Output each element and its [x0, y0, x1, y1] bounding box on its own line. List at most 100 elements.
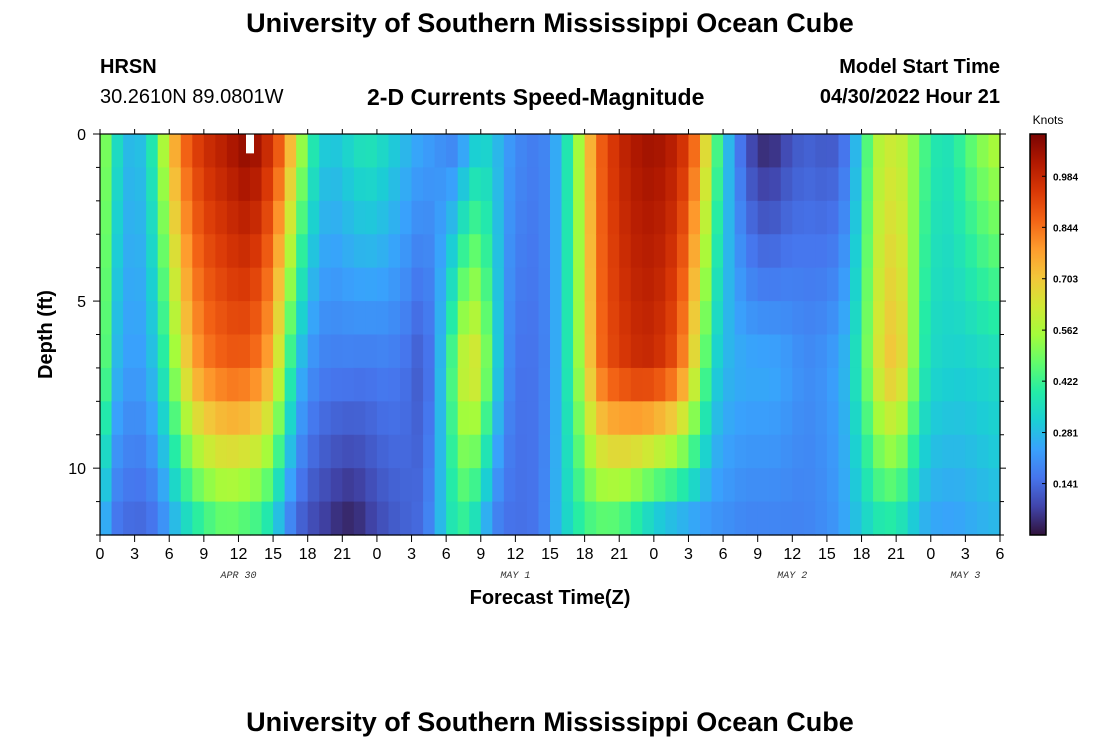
heatmap-cell — [296, 134, 309, 169]
heatmap-cell — [803, 434, 816, 469]
heatmap-cell — [446, 267, 459, 302]
heatmap-cell — [630, 200, 643, 235]
heatmap-cell — [411, 334, 424, 369]
heatmap-cell — [584, 434, 597, 469]
heatmap-cell — [630, 134, 643, 169]
heatmap-cell — [792, 434, 805, 469]
heatmap-cell — [319, 234, 332, 269]
heatmap-cell — [134, 301, 147, 336]
heatmap-cell — [873, 301, 886, 336]
heatmap-cell — [469, 468, 482, 503]
heatmap-cell — [826, 200, 840, 235]
heatmap-cell — [365, 334, 378, 369]
heatmap-cell — [688, 134, 701, 169]
heatmap-cell — [238, 200, 251, 235]
heatmap-cell — [134, 134, 147, 169]
heatmap-cell — [342, 301, 355, 336]
heatmap-cell — [134, 434, 147, 469]
heatmap-cell — [803, 167, 816, 202]
heatmap-cell — [919, 267, 932, 302]
heatmap-cell — [365, 301, 378, 336]
x-tick-label: 9 — [476, 546, 485, 563]
heatmap-cell — [307, 301, 320, 336]
heatmap-cell — [469, 234, 482, 269]
heatmap-cell — [619, 334, 632, 369]
heatmap-cell — [838, 401, 851, 436]
heatmap-cell — [873, 367, 886, 402]
heatmap-cell — [757, 167, 770, 202]
heatmap-cell — [330, 167, 343, 202]
heatmap-cell — [723, 267, 736, 302]
heatmap-cell — [757, 401, 770, 436]
colorbar-tick-label: 0.844 — [1053, 223, 1078, 234]
date-label: MAY 2 — [777, 571, 807, 582]
heatmap-cell — [238, 367, 251, 402]
heatmap-cell — [665, 334, 678, 369]
heatmap-cell — [688, 167, 701, 202]
heatmap-cell — [988, 267, 1001, 302]
heatmap-cell — [746, 200, 759, 235]
heatmap-cell — [423, 468, 436, 503]
date-label: MAY 1 — [500, 571, 530, 582]
heatmap-cell — [469, 167, 482, 202]
heatmap-cell — [411, 234, 424, 269]
heatmap-cell — [746, 167, 759, 202]
heatmap-cell — [676, 301, 690, 336]
heatmap-cell — [457, 267, 470, 302]
heatmap-cell — [584, 401, 597, 436]
heatmap-cell — [734, 234, 747, 269]
x-tick-label: 18 — [853, 546, 871, 563]
heatmap-cell — [100, 334, 113, 369]
heatmap-cell — [434, 200, 447, 235]
heatmap-cell — [942, 401, 955, 436]
heatmap-cell — [584, 267, 597, 302]
heatmap-cell — [780, 234, 793, 269]
heatmap-cell — [873, 468, 886, 503]
heatmap-cell — [907, 267, 920, 302]
heatmap-cell — [146, 167, 159, 202]
heatmap-cell — [861, 468, 874, 503]
heatmap-cell — [215, 167, 228, 202]
heatmap-cell — [353, 434, 366, 469]
x-tick-label: 12 — [506, 546, 524, 563]
heatmap-cell — [273, 167, 286, 202]
heatmap-cell — [596, 468, 609, 503]
heatmap-cell — [353, 401, 366, 436]
x-tick-label: 9 — [199, 546, 208, 563]
heatmap-cell — [850, 301, 863, 336]
heatmap-cell — [815, 301, 828, 336]
heatmap-cell — [261, 167, 274, 202]
heatmap-cell — [607, 367, 620, 402]
heatmap-cell — [226, 468, 240, 503]
heatmap-cell — [850, 434, 863, 469]
heatmap-cell — [838, 267, 851, 302]
heatmap-cell — [769, 167, 782, 202]
heatmap-cell — [100, 367, 113, 402]
heatmap-cell — [988, 401, 1001, 436]
heatmap-cell — [607, 167, 620, 202]
heatmap-cell — [573, 234, 586, 269]
heatmap-cell — [238, 468, 251, 503]
heatmap-cell — [469, 367, 482, 402]
colorbar-tick-label: 0.562 — [1053, 326, 1078, 337]
heatmap-cell — [734, 468, 747, 503]
heatmap-cell — [942, 234, 955, 269]
heatmap-cell — [411, 267, 424, 302]
heatmap-cell — [780, 134, 793, 169]
heatmap-cell — [757, 134, 770, 169]
heatmap-cell — [250, 401, 263, 436]
heatmap-cell — [642, 501, 655, 536]
heatmap-cell — [838, 468, 851, 503]
heatmap-cell — [388, 200, 401, 235]
heatmap-cell — [423, 200, 436, 235]
heatmap-cell — [619, 267, 632, 302]
heatmap-cell — [907, 301, 920, 336]
heatmap-cell — [515, 200, 528, 235]
heatmap-cell — [180, 234, 193, 269]
heatmap-cell — [538, 334, 551, 369]
heatmap-cell — [284, 434, 297, 469]
heatmap-cell — [215, 334, 228, 369]
heatmap-cell — [111, 200, 124, 235]
heatmap-cell — [815, 501, 828, 536]
heatmap-cell — [653, 134, 666, 169]
